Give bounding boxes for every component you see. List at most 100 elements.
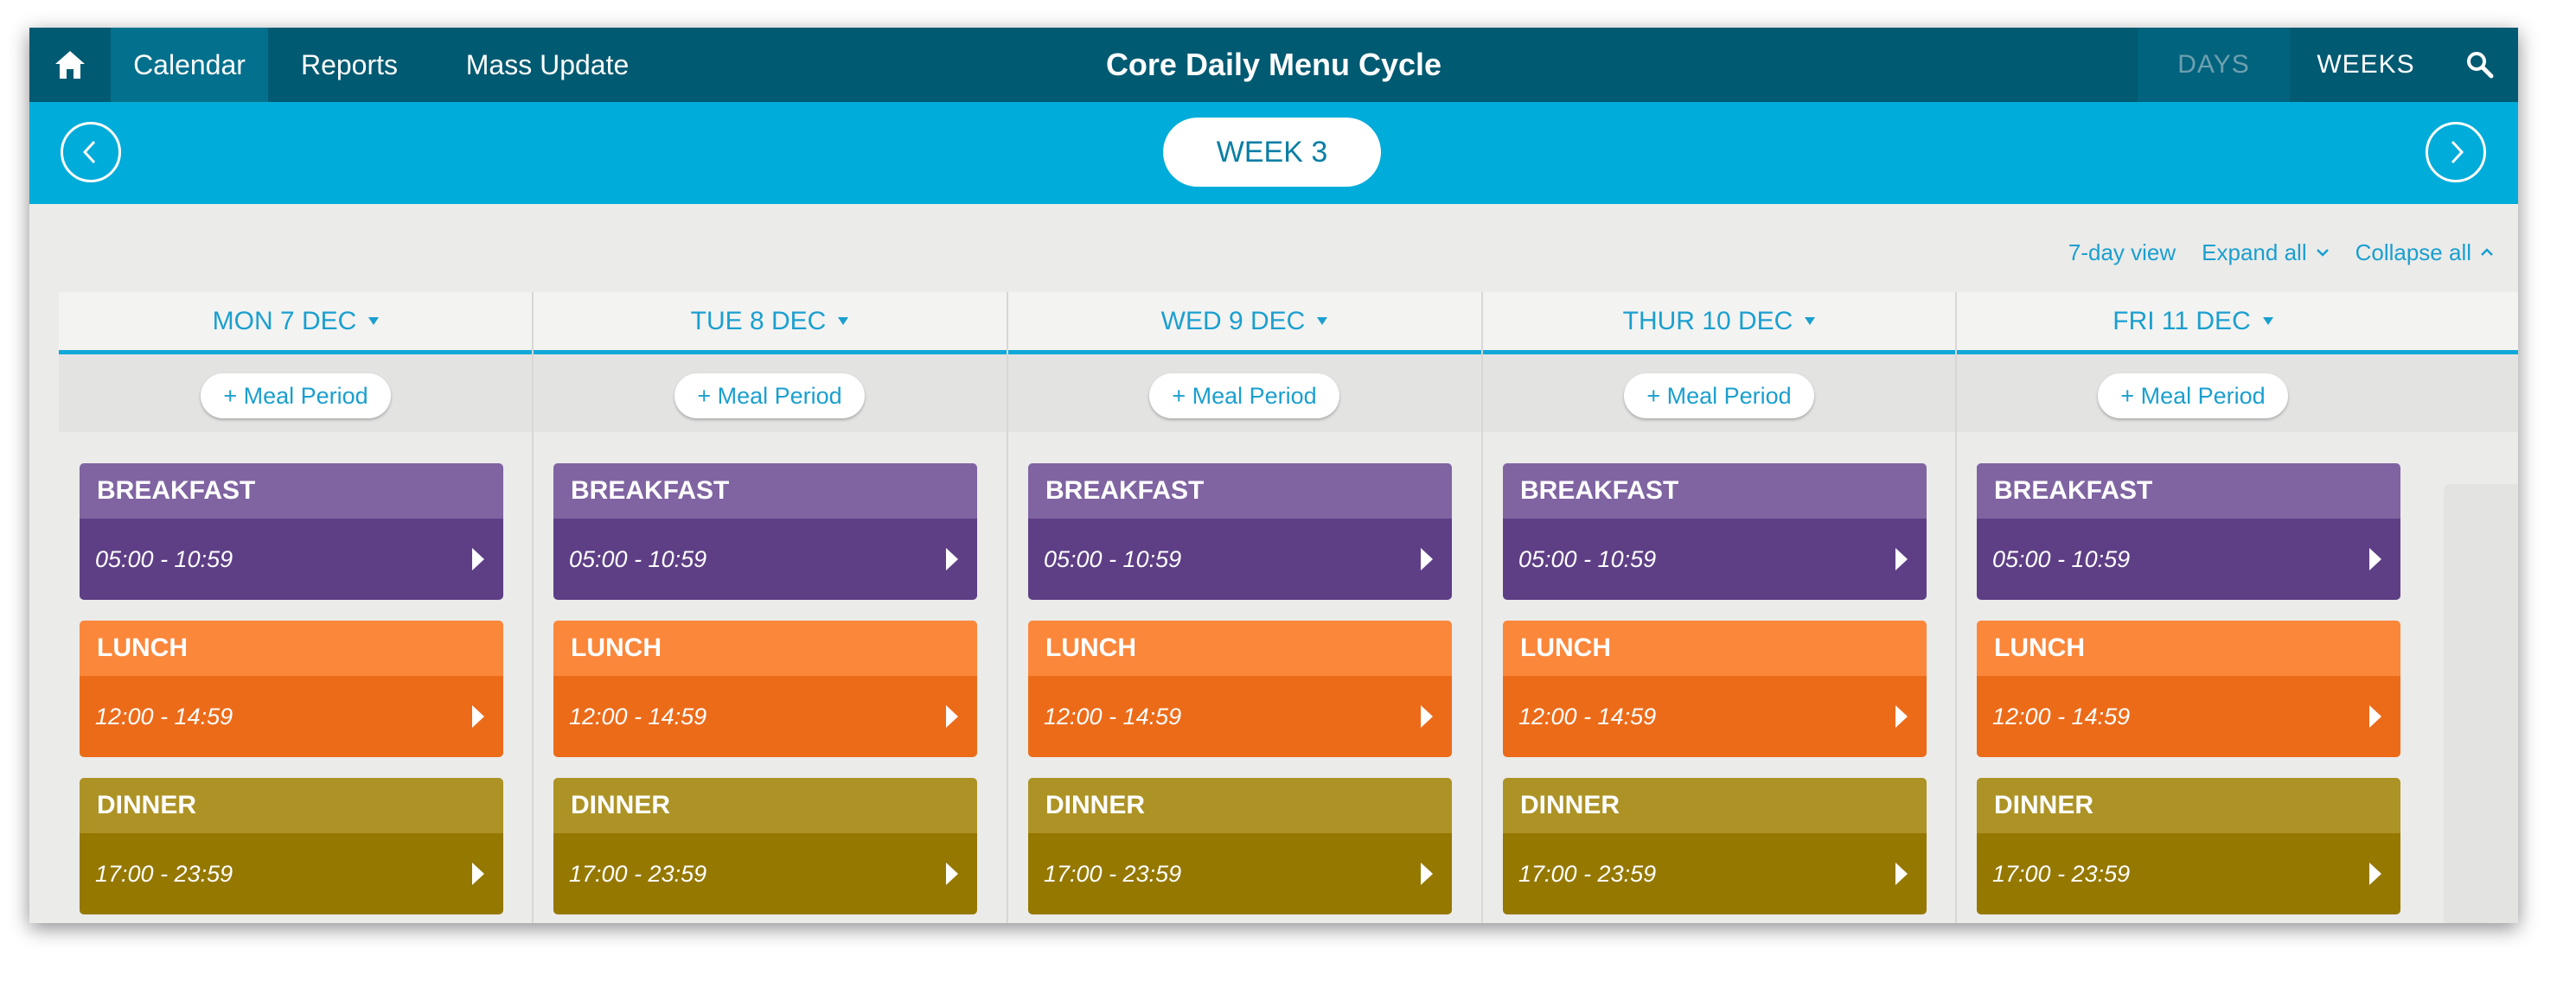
meal-card-lunch[interactable]: LUNCH 12:00 - 14:59 (553, 621, 977, 757)
day-header[interactable]: MON 7 DEC (59, 292, 533, 354)
meal-card-dinner[interactable]: DINNER 17:00 - 23:59 (1503, 778, 1927, 914)
meal-card-dinner[interactable]: DINNER 17:00 - 23:59 (80, 778, 503, 914)
meal-time-row: 12:00 - 14:59 (1028, 676, 1452, 757)
play-arrow-icon[interactable] (1895, 705, 1908, 728)
next-week-button[interactable] (2426, 122, 2486, 182)
meal-card-breakfast[interactable]: BREAKFAST 05:00 - 10:59 (1028, 463, 1452, 600)
day-column: TUE 8 DEC + Meal Period BREAKFAST 05:00 - 1… (532, 292, 1007, 923)
meal-period-area: + Meal Period (59, 354, 533, 432)
chevron-right-icon (2451, 140, 2464, 164)
meal-time: 05:00 - 10:59 (1992, 545, 2131, 572)
meal-time-row: 12:00 - 14:59 (553, 676, 977, 757)
play-arrow-icon[interactable] (946, 863, 958, 885)
meal-time-row: 05:00 - 10:59 (553, 519, 977, 600)
meal-period-area: + Meal Period (1956, 354, 2430, 432)
play-arrow-icon[interactable] (1895, 863, 1908, 885)
expand-all-label: Expand all (2202, 239, 2307, 265)
meal-time-row: 05:00 - 10:59 (1977, 519, 2400, 600)
meal-card-breakfast[interactable]: BREAKFAST 05:00 - 10:59 (80, 463, 503, 600)
day-header[interactable]: TUE 8 DEC (533, 292, 1007, 354)
play-arrow-icon[interactable] (946, 705, 958, 728)
play-arrow-icon[interactable] (472, 863, 484, 885)
seven-day-view-link[interactable]: 7-day view (2068, 239, 2176, 266)
chevron-down-icon (2316, 249, 2329, 257)
meal-card-lunch[interactable]: LUNCH 12:00 - 14:59 (1977, 621, 2400, 757)
view-toolbar: 7-day view Expand all Collapse all (2068, 235, 2494, 270)
expand-all-link[interactable]: Expand all (2202, 239, 2329, 266)
meal-time: 05:00 - 10:59 (1518, 545, 1657, 572)
meal-period-area: + Meal Period (1482, 354, 1956, 432)
day-header[interactable]: FRI 11 DEC (1956, 292, 2430, 354)
home-button[interactable] (29, 28, 111, 102)
search-button[interactable] (2442, 28, 2518, 102)
meal-card-lunch[interactable]: LUNCH 12:00 - 14:59 (1028, 621, 1452, 757)
meal-card-dinner[interactable]: DINNER 17:00 - 23:59 (1028, 778, 1452, 914)
meal-period-area: + Meal Period (533, 354, 1007, 432)
day-column: MON 7 DEC + Meal Period BREAKFAST 05:00 - 1… (59, 292, 533, 923)
week-selector[interactable]: WEEK 3 (1163, 118, 1381, 187)
meal-time: 17:00 - 23:59 (1992, 860, 2131, 887)
view-days-toggle[interactable]: DAYS (2138, 28, 2290, 102)
meal-time-row: 05:00 - 10:59 (1028, 519, 1452, 600)
meal-time: 17:00 - 23:59 (1518, 860, 1657, 887)
prev-week-button[interactable] (61, 122, 121, 182)
meal-name: DINNER (1028, 778, 1452, 833)
column-divider (1007, 292, 1008, 923)
meal-name: LUNCH (1503, 621, 1927, 676)
meal-card-dinner[interactable]: DINNER 17:00 - 23:59 (553, 778, 977, 914)
play-arrow-icon[interactable] (946, 548, 958, 570)
day-header[interactable]: WED 9 DEC (1007, 292, 1481, 354)
meal-card-lunch[interactable]: LUNCH 12:00 - 14:59 (1503, 621, 1927, 757)
partial-meal-period-area (2425, 354, 2518, 432)
nav-reports[interactable]: Reports (300, 48, 399, 80)
day-header-label: FRI 11 DEC (2113, 306, 2251, 335)
day-column: THUR 10 DEC + Meal Period BREAKFAST 05:00 -… (1481, 292, 1956, 923)
nav-mass-update[interactable]: Mass Update (465, 48, 630, 80)
search-icon (2467, 52, 2494, 79)
meal-name: LUNCH (1028, 621, 1452, 676)
play-arrow-icon[interactable] (472, 705, 484, 728)
collapse-all-link[interactable]: Collapse all (2355, 239, 2494, 266)
play-arrow-icon[interactable] (1421, 548, 1433, 570)
add-meal-period-button[interactable]: + Meal Period (674, 373, 865, 418)
app-window: Calendar Reports Mass Update Core Daily … (29, 28, 2518, 923)
add-meal-period-button[interactable]: + Meal Period (2098, 373, 2288, 418)
add-meal-period-button[interactable]: + Meal Period (1149, 373, 1339, 418)
caret-down-icon (838, 317, 849, 325)
meal-name: DINNER (80, 778, 503, 833)
meal-name: BREAKFAST (1977, 463, 2400, 519)
meal-period-area: + Meal Period (1007, 354, 1481, 432)
meal-time: 17:00 - 23:59 (569, 860, 707, 887)
meal-time-row: 05:00 - 10:59 (80, 519, 503, 600)
play-arrow-icon[interactable] (2369, 548, 2381, 570)
play-arrow-icon[interactable] (472, 548, 484, 570)
meal-card-dinner[interactable]: DINNER 17:00 - 23:59 (1977, 778, 2400, 914)
caret-down-icon (1805, 317, 1816, 325)
play-arrow-icon[interactable] (2369, 863, 2381, 885)
play-arrow-icon[interactable] (1421, 705, 1433, 728)
partial-day-column (2425, 292, 2518, 923)
meal-time-row: 05:00 - 10:59 (1503, 519, 1927, 600)
day-header[interactable]: THUR 10 DEC (1482, 292, 1956, 354)
nav-calendar[interactable]: Calendar (111, 28, 268, 102)
day-header-label: THUR 10 DEC (1622, 306, 1793, 335)
column-divider (1955, 292, 1957, 923)
view-weeks-toggle[interactable]: WEEKS (2317, 50, 2415, 79)
meal-time: 17:00 - 23:59 (1044, 860, 1182, 887)
day-column: FRI 11 DEC + Meal Period BREAKFAST 05:00 - … (1955, 292, 2430, 923)
caret-down-icon (2262, 317, 2273, 325)
day-header-label: TUE 8 DEC (690, 306, 827, 335)
meal-time: 12:00 - 14:59 (1044, 703, 1182, 729)
play-arrow-icon[interactable] (1421, 863, 1433, 885)
meal-card-breakfast[interactable]: BREAKFAST 05:00 - 10:59 (1503, 463, 1927, 600)
meal-card-breakfast[interactable]: BREAKFAST 05:00 - 10:59 (553, 463, 977, 600)
add-meal-period-button[interactable]: + Meal Period (201, 373, 391, 418)
play-arrow-icon[interactable] (1895, 548, 1908, 570)
play-arrow-icon[interactable] (2369, 705, 2381, 728)
meal-time: 12:00 - 14:59 (95, 703, 233, 729)
add-meal-period-button[interactable]: + Meal Period (1624, 373, 1814, 418)
day-header-label: MON 7 DEC (212, 306, 357, 335)
day-column: WED 9 DEC + Meal Period BREAKFAST 05:00 - 1… (1007, 292, 1481, 923)
meal-card-lunch[interactable]: LUNCH 12:00 - 14:59 (80, 621, 503, 757)
meal-card-breakfast[interactable]: BREAKFAST 05:00 - 10:59 (1977, 463, 2400, 600)
